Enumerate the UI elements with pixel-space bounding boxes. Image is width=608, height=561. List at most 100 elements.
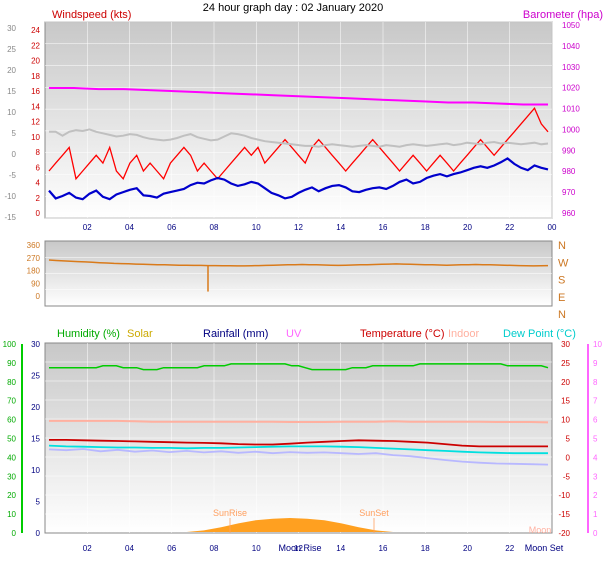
uv-y-tick: 4 — [593, 453, 598, 462]
wind-grid — [45, 21, 553, 219]
wind-y-left-tick: 5 — [12, 129, 17, 138]
uv-label: UV — [286, 328, 302, 340]
wind-y-inner-tick: 4 — [36, 179, 41, 188]
moonrise-label: Moon Rise — [278, 543, 321, 553]
temp-x-tick: 14 — [336, 544, 345, 553]
wind-y-right-tick: 1010 — [562, 105, 580, 114]
wind-y-right-tick: 970 — [562, 188, 576, 197]
wind-x-tick: 00 — [548, 223, 557, 232]
humidity-y-tick: 20 — [7, 491, 16, 500]
temp-y-tick: 25 — [561, 359, 570, 368]
temp-y-tick: 10 — [561, 416, 570, 425]
wind-y-right-tick: 1040 — [562, 42, 580, 51]
temp-y-tick: -5 — [563, 472, 571, 481]
moon-label: Moon — [529, 525, 552, 535]
wind-y-inner-tick: 18 — [31, 72, 40, 81]
wind-y-right-tick: 980 — [562, 167, 576, 176]
wind-x-tick: 20 — [463, 223, 472, 232]
wind-y-inner-tick: 0 — [36, 209, 41, 218]
indoor-label: Indoor — [448, 328, 480, 340]
direction-y-right-label: W — [558, 257, 569, 269]
series-windspeed — [48, 106, 549, 181]
temp-x-tick: 04 — [125, 544, 134, 553]
direction-y-tick: 270 — [27, 254, 41, 263]
series-dewpoint — [48, 444, 548, 455]
solar-label: Solar — [127, 328, 153, 340]
humidity-y-tick: 80 — [7, 378, 16, 387]
temp-grid — [45, 343, 552, 533]
wind-y-inner-tick: 20 — [31, 57, 40, 66]
wind-y-inner-tick: 10 — [31, 133, 40, 142]
rain-y-tick: 25 — [31, 372, 40, 381]
wind-y-right-tick: 1050 — [562, 21, 580, 30]
direction-y-right-label: E — [558, 292, 565, 304]
series-sun — [49, 518, 548, 532]
direction-y-tick: 0 — [36, 292, 41, 301]
moonset-label: Moon Set — [525, 543, 564, 553]
wind-x-tick: 04 — [125, 223, 134, 232]
temp-x-tick: 02 — [83, 544, 92, 553]
wind-y-left-tick: 25 — [7, 45, 16, 54]
wind-y-left-tick: 15 — [7, 87, 16, 96]
direction-y-right-label: N — [558, 309, 566, 321]
temp-y-tick: 5 — [566, 435, 571, 444]
direction-series — [48, 259, 549, 292]
wind-y-right-tick: 960 — [562, 209, 576, 218]
temp-y-ticks: 30 25 20 15 10 5 0 -5 -10 -15 -20 — [558, 340, 570, 538]
humidity-y-tick: 100 — [3, 340, 17, 349]
wind-x-tick: 14 — [336, 223, 345, 232]
wind-y-left-tick: 10 — [7, 108, 16, 117]
uv-y-tick: 3 — [593, 472, 598, 481]
temp-y-tick: -20 — [558, 529, 570, 538]
temp-x-tick: 20 — [463, 544, 472, 553]
series-gust — [49, 128, 549, 148]
wind-y-inner-tick: 14 — [31, 102, 40, 111]
wind-x-tick: 18 — [421, 223, 430, 232]
temp-y-tick: 15 — [561, 397, 570, 406]
wind-y-left-tick: -10 — [4, 192, 16, 201]
series-extra — [48, 448, 549, 466]
wind-x-tick: 22 — [505, 223, 514, 232]
temp-y-tick: 20 — [561, 378, 570, 387]
rain-y-tick: 10 — [31, 466, 40, 475]
wind-x-tick: 08 — [210, 223, 219, 232]
temp-y-tick: -10 — [558, 491, 570, 500]
uv-y-tick: 6 — [593, 416, 598, 425]
humidity-y-tick: 50 — [7, 435, 16, 444]
series-windavg — [48, 157, 549, 201]
temp-y-tick: 30 — [561, 340, 570, 349]
rain-y-tick: 20 — [31, 403, 40, 412]
uv-y-tick: 5 — [593, 435, 598, 444]
uv-y-tick: 7 — [593, 397, 598, 406]
wind-y-inner-tick: 6 — [36, 163, 41, 172]
wind-y-left-tick: -5 — [9, 171, 17, 180]
direction-y-right-label: N — [558, 240, 566, 252]
rainfall-label: Rainfall (mm) — [203, 328, 268, 340]
wind-y-right-tick: 1020 — [562, 84, 580, 93]
wind-x-ticks: 02 04 06 08 10 12 14 16 18 20 22 00 — [83, 223, 557, 232]
temp-series — [48, 363, 549, 533]
barometer-label: Barometer (hpa) — [523, 9, 603, 21]
wind-y-right-tick: 1000 — [562, 125, 580, 134]
humidity-y-tick: 90 — [7, 359, 16, 368]
series-barometer — [49, 87, 548, 106]
series-humidity — [49, 363, 549, 371]
rain-y-tick: 15 — [31, 435, 40, 444]
direction-y-tick: 180 — [27, 267, 41, 276]
sunrise-label: SunRise — [213, 508, 247, 518]
wind-y-inner-tick: 2 — [36, 194, 41, 203]
sunset-label: SunSet — [359, 508, 389, 518]
direction-grid — [45, 257, 552, 290]
wind-y-right-tick: 990 — [562, 146, 576, 155]
uv-y-tick: 2 — [593, 491, 598, 500]
temp-x-ticks: 02 04 06 08 10 12 14 16 18 20 22 — [83, 544, 515, 553]
windspeed-label: Windspeed (kts) — [52, 9, 131, 21]
temp-x-tick: 08 — [210, 544, 219, 553]
dewpoint-label: Dew Point (°C) — [503, 328, 576, 340]
rain-y-tick: 5 — [36, 498, 41, 507]
rain-y-ticks: 30 25 20 15 10 5 0 — [31, 340, 40, 538]
series-direction — [48, 259, 549, 267]
